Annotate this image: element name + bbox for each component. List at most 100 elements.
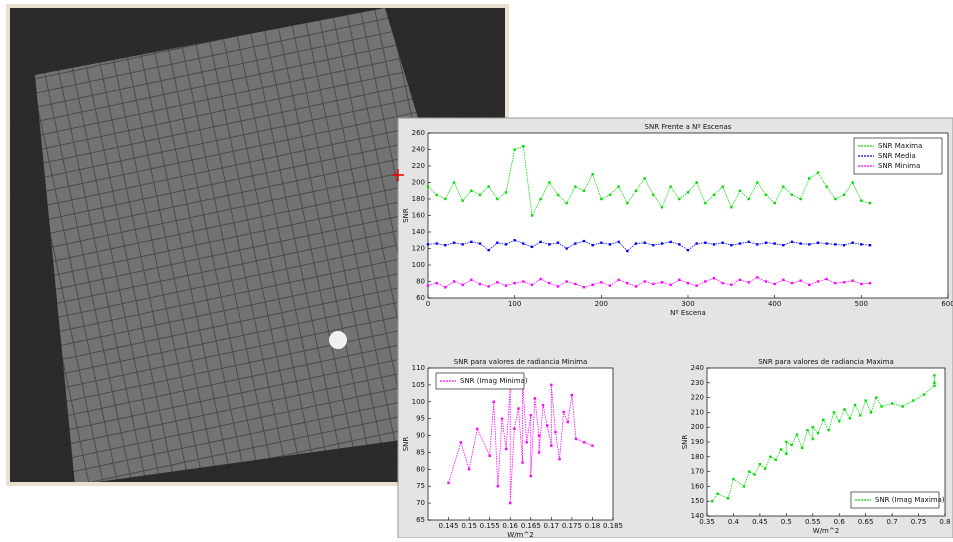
y-tick-label: 150 [691,497,704,505]
x-axis-label: Nº Escena [670,309,706,317]
y-axis-label: SNR [402,437,410,452]
data-point [548,281,551,285]
data-point [704,241,707,244]
x-tick-label: 0.185 [603,522,623,530]
data-point [764,280,768,283]
y-tick-label: 100 [412,398,425,406]
data-point [816,171,820,174]
x-tick-label: 0.155 [480,522,500,530]
data-point [758,463,762,466]
data-point [617,240,620,244]
data-point [712,193,716,197]
data-point [790,443,793,447]
data-point [764,241,768,244]
data-point [533,397,537,400]
y-tick-label: 200 [412,179,425,187]
x-tick-label: 0.175 [562,522,582,530]
data-point [811,426,814,429]
data-point [522,145,525,148]
data-point [617,185,620,188]
data-point [834,197,837,201]
data-point [808,243,811,246]
data-point [550,383,553,387]
legend-box [435,372,525,390]
data-point [548,181,551,184]
data-point [704,280,707,283]
data-point [801,446,804,450]
y-tick-label: 110 [412,364,425,372]
data-point [756,181,759,184]
data-point [779,448,783,451]
data-point [565,280,568,283]
data-point [426,185,430,188]
data-point [712,243,716,246]
data-point [834,281,837,285]
data-point [582,189,586,192]
data-point [591,244,594,247]
data-point [608,243,612,246]
data-point [678,278,681,282]
data-point [747,240,750,244]
data-point [496,197,499,201]
y-tick-label: 90 [416,432,425,440]
y-tick-label: 180 [412,195,425,203]
y-tick-label: 200 [691,423,704,431]
data-point [838,420,841,423]
data-point [447,481,450,485]
x-tick-label: 0 [426,300,430,308]
data-point [816,241,820,244]
chart: SNR para valores de radiancia Minima W/m^… [402,358,623,539]
data-point [444,197,447,201]
y-axis-label: SNR [681,435,689,450]
data-point [525,441,528,444]
data-point [487,185,490,188]
y-tick-label: 120 [412,245,425,253]
data-point [738,189,742,192]
data-point [461,283,464,286]
y-tick-label: 210 [691,408,704,416]
data-point [933,384,936,387]
data-point [738,278,742,282]
data-point [488,454,491,458]
y-tick-label: 70 [416,499,425,507]
data-point [444,244,447,247]
data-point [634,285,638,288]
data-point [816,431,820,435]
x-tick-label: 0.75 [911,518,927,526]
x-tick-label: 0.35 [699,518,715,526]
data-point [513,281,516,285]
data-point [583,441,586,444]
data-point [742,485,746,488]
data-point [782,278,785,282]
data-point [574,242,577,245]
data-point [875,396,878,399]
data-point [529,474,532,478]
data-point [843,408,846,411]
y-tick-label: 220 [691,394,704,402]
x-tick-label: 0.7 [887,518,898,526]
data-point [643,280,646,283]
data-point [574,437,578,441]
data-point [721,241,724,244]
image-streets [35,8,505,482]
data-point [811,437,814,441]
x-axis-label: W/m^2 [813,527,839,535]
data-point [747,281,750,284]
data-point [853,403,857,407]
y-tick-label: 240 [691,364,704,372]
data-point [574,185,577,188]
data-point [550,444,553,447]
data-point [933,374,936,377]
cursor-cross [392,169,404,181]
data-point [799,197,802,201]
x-tick-label: 0.15 [461,522,477,530]
y-tick-label: 85 [416,448,425,456]
data-point [478,242,482,245]
data-point [626,249,629,253]
data-point [816,280,820,283]
data-point [452,280,456,283]
data-point [452,241,456,244]
data-point [504,284,508,287]
data-point [726,497,730,500]
data-point [704,201,707,205]
